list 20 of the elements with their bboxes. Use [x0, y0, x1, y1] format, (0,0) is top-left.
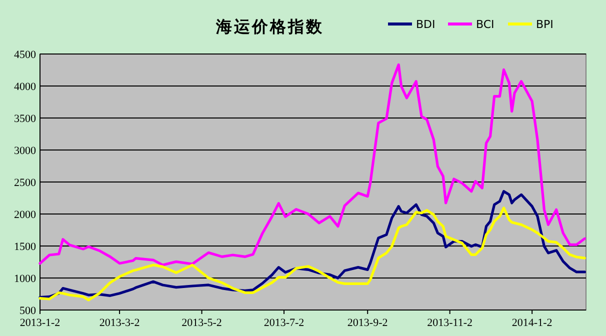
y-tick-label: 1500 — [14, 241, 36, 253]
x-tick-label: 2013-11-2 — [427, 317, 473, 329]
x-tick-label: 2013-9-2 — [347, 317, 388, 329]
legend-label: BPI — [536, 18, 554, 31]
x-tick-label: 2013-3-2 — [99, 317, 140, 329]
y-tick-label: 2500 — [14, 177, 36, 189]
x-tick-label: 2013-7-2 — [264, 317, 304, 329]
legend-label: BDI — [416, 18, 436, 31]
x-tick-label: 2013-5-2 — [182, 317, 222, 329]
y-tick-label: 1000 — [14, 273, 36, 285]
y-tick-label: 2000 — [14, 209, 36, 221]
y-tick-label: 3000 — [14, 145, 36, 157]
y-tick-label: 3500 — [14, 113, 36, 125]
x-tick-label: 2014-1-2 — [512, 317, 552, 329]
legend-label: BCI — [476, 18, 494, 31]
y-tick-label: 500 — [20, 305, 36, 317]
y-tick-label: 4500 — [14, 49, 36, 61]
y-tick-label: 4000 — [14, 81, 36, 93]
chart-title: 海运价格指数 — [215, 17, 324, 36]
x-tick-label: 2013-1-2 — [20, 317, 60, 329]
